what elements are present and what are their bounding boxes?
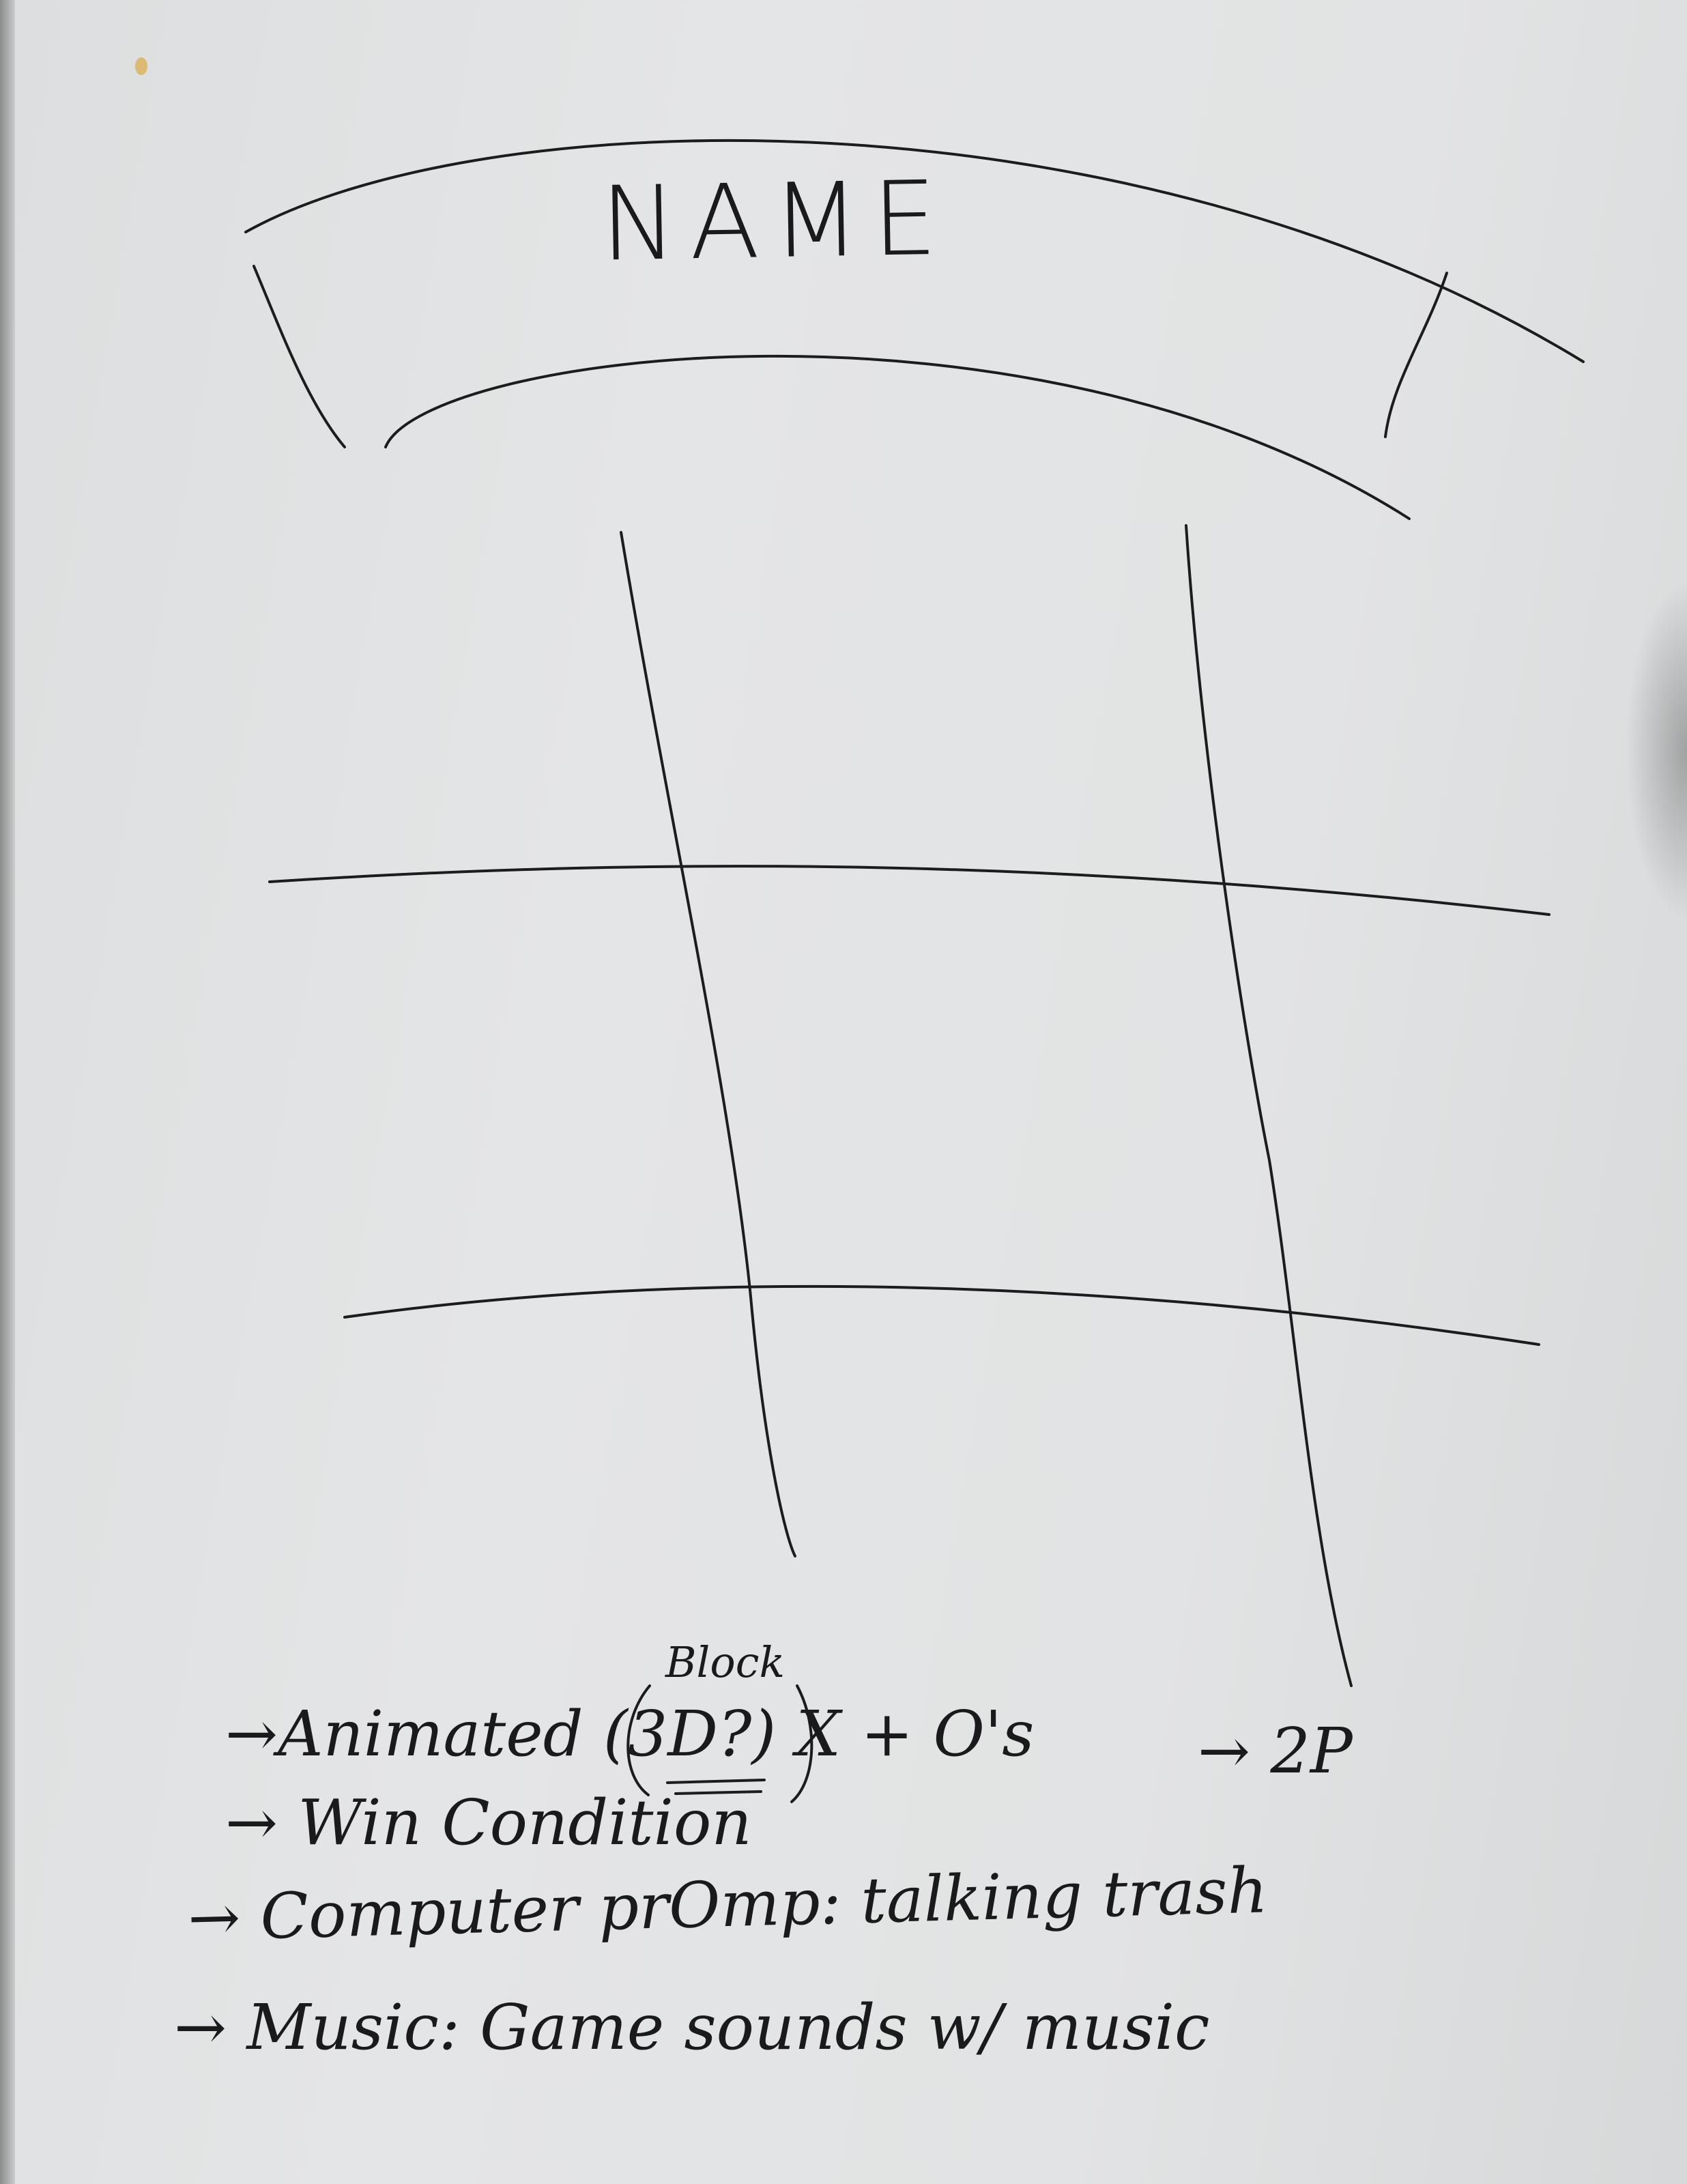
banner-right-side — [1384, 272, 1448, 438]
note-marks — [626, 1684, 813, 1803]
underline-1 — [666, 1779, 766, 1784]
grid-vertical-right — [1185, 524, 1353, 1687]
board-grid — [268, 524, 1551, 1687]
table-edge — [0, 0, 15, 2184]
note-win-condition: → Win Condition — [225, 1786, 752, 1859]
title-banner — [244, 139, 1585, 520]
grid-horizontal-bottom — [343, 1284, 1540, 1346]
note-animated: →Animated (3D?) X + O's — [225, 1697, 1035, 1770]
banner-left-side — [253, 265, 346, 448]
underline-2 — [674, 1790, 762, 1795]
banner-top-arc — [244, 139, 1585, 363]
paper-stain — [135, 57, 147, 75]
parenthesis-close — [790, 1684, 813, 1803]
banner-title: NAME — [599, 159, 951, 285]
note-music: → Music: Game sounds w/ music — [174, 1991, 1210, 2064]
grid-vertical-left — [620, 531, 796, 1557]
hand-shadow — [1626, 580, 1687, 921]
note-annotation-block: Block — [665, 1637, 785, 1687]
banner-bottom-arc — [384, 354, 1411, 520]
grid-horizontal-top — [268, 865, 1551, 916]
note-two-player: → 2P — [1198, 1714, 1353, 1787]
parenthesis-open — [626, 1684, 651, 1796]
